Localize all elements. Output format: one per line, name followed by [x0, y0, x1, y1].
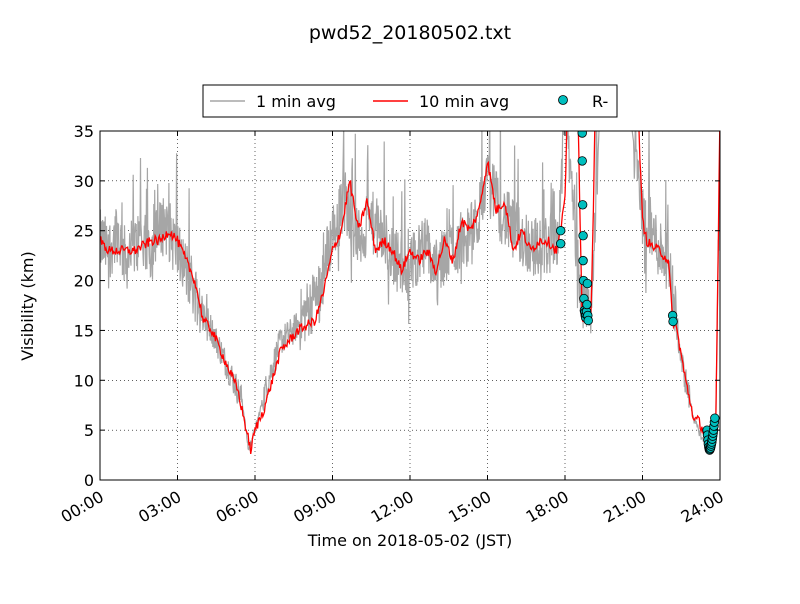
- y-tick-label: 10: [74, 371, 94, 390]
- x-tick-label: 00:00: [58, 487, 107, 527]
- rain-marker: [668, 316, 678, 327]
- rain-marker: [583, 315, 593, 326]
- y-tick-label: 5: [84, 421, 94, 440]
- x-tick-label: 21:00: [600, 487, 649, 527]
- y-tick-label: 0: [84, 471, 94, 490]
- legend-label-rain: R-: [592, 92, 608, 111]
- rain-marker: [578, 255, 588, 266]
- x-axis-label: Time on 2018-05-02 (JST): [307, 531, 512, 550]
- x-tick-label: 03:00: [135, 487, 184, 527]
- legend-swatch-rain: [558, 95, 568, 105]
- y-ticks: 0 5 10 15 20 25 30 35: [74, 122, 720, 490]
- x-tick-label: 18:00: [523, 487, 572, 527]
- legend-label-1min: 1 min avg: [256, 92, 336, 111]
- legend-box: [202, 84, 618, 118]
- y-tick-label: 15: [74, 321, 94, 340]
- series-1min-line: [100, 131, 720, 451]
- y-tick-label: 25: [74, 222, 94, 241]
- x-tick-label: 12:00: [368, 487, 417, 527]
- legend-label-10min: 10 min avg: [419, 92, 509, 111]
- rain-marker: [582, 299, 592, 310]
- rain-marker: [582, 278, 593, 289]
- chart-title: pwd52_20180502.txt: [309, 22, 511, 44]
- y-tick-label: 35: [74, 122, 94, 141]
- rain-marker: [577, 200, 588, 210]
- legend: 1 min avg 10 min avg R-: [202, 84, 618, 118]
- x-tick-label: 24:00: [678, 487, 727, 527]
- x-tick-label: 06:00: [213, 487, 262, 527]
- rain-marker: [710, 413, 720, 423]
- series-10min-line: [100, 131, 720, 455]
- plot-area: [100, 131, 720, 455]
- x-tick-label: 09:00: [290, 487, 339, 527]
- rain-marker: [555, 226, 566, 236]
- y-axis-label: Visibility (km): [18, 251, 37, 360]
- rain-marker: [555, 238, 566, 249]
- rain-marker: [578, 230, 588, 241]
- x-tick-label: 15:00: [445, 487, 494, 527]
- grid: [100, 131, 720, 480]
- y-tick-label: 20: [74, 272, 94, 291]
- rain-marker: [577, 131, 587, 138]
- y-tick-label: 30: [74, 172, 94, 191]
- rain-marker: [577, 156, 587, 166]
